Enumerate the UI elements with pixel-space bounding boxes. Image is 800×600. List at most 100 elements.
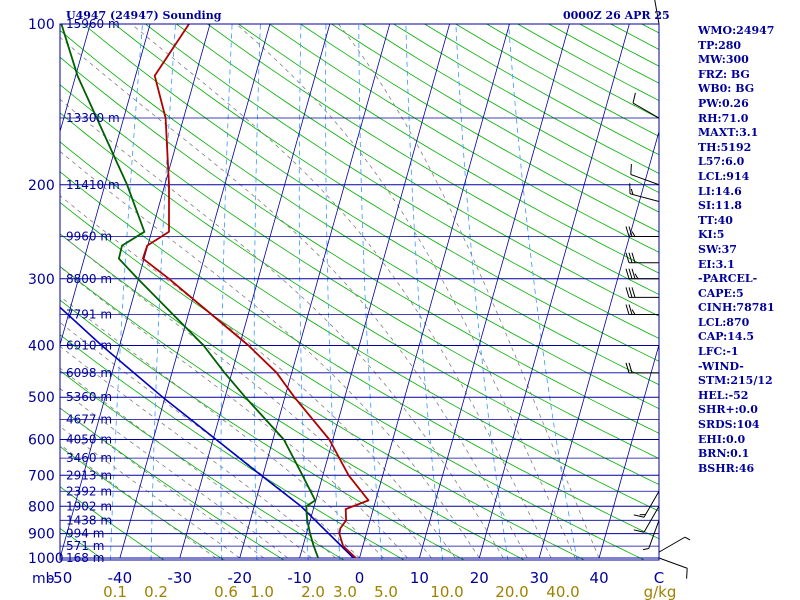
moist-adiabat bbox=[338, 24, 600, 559]
isotherm bbox=[359, 24, 510, 559]
index-item: SW:37 bbox=[698, 242, 737, 256]
mixing-ratio-label: 0.1 bbox=[103, 583, 127, 600]
barb-feather bbox=[625, 268, 630, 279]
height-label: 571 m bbox=[66, 539, 104, 553]
wind-barb bbox=[629, 183, 660, 203]
plot-frame bbox=[59, 23, 660, 561]
index-item: TH:5192 bbox=[698, 140, 752, 154]
mixing-ratio-lines bbox=[110, 24, 578, 560]
barb-feather bbox=[631, 309, 636, 315]
barb-feather bbox=[628, 362, 633, 373]
mixing-ratio-label: 20.0 bbox=[495, 583, 528, 600]
barb-feather bbox=[625, 252, 630, 263]
temperature-tick-label: -40 bbox=[108, 569, 133, 587]
mixing-ratio-line bbox=[298, 24, 309, 560]
index-item: MW:300 bbox=[698, 53, 749, 67]
dry-adiabat bbox=[83, 24, 659, 386]
temperature-tick-label: 40 bbox=[590, 569, 609, 587]
mixing-ratio-label: 1.0 bbox=[250, 583, 274, 600]
parcel-trace bbox=[60, 306, 355, 559]
mixing-ratio-label: 40.0 bbox=[546, 583, 579, 600]
pressure-label: 800 bbox=[28, 499, 55, 515]
mixing-ratio-line bbox=[150, 24, 176, 560]
moist-adiabat bbox=[60, 295, 384, 559]
index-item: LI:14.6 bbox=[698, 184, 742, 198]
temperature-tick-label: -30 bbox=[168, 569, 193, 587]
pressure-label: 200 bbox=[28, 178, 55, 194]
mixing-ratio-label: 3.0 bbox=[333, 583, 357, 600]
temperature-tick-label: C bbox=[654, 569, 664, 587]
index-item: L57:6.0 bbox=[698, 155, 745, 169]
mixing-ratio-line bbox=[220, 24, 233, 560]
dry-adiabat bbox=[60, 370, 345, 560]
dry-adiabat bbox=[269, 24, 659, 253]
isotherm bbox=[239, 24, 391, 559]
mixing-ratio-label: 0.6 bbox=[214, 583, 238, 600]
pressure-label: 400 bbox=[28, 339, 55, 355]
dry-adiabat bbox=[60, 446, 225, 560]
index-item: CAP:14.5 bbox=[698, 330, 755, 344]
dry-adiabat bbox=[60, 112, 659, 485]
barb-staff bbox=[629, 193, 660, 203]
wind-barb bbox=[642, 520, 660, 551]
barb-feather bbox=[633, 514, 645, 518]
mixing-ratio-line bbox=[405, 24, 444, 560]
dry-adiabat bbox=[114, 24, 659, 362]
barb-staff bbox=[643, 491, 660, 518]
moist-adiabat bbox=[60, 444, 216, 559]
temperature-tick-label: -10 bbox=[287, 569, 312, 587]
index-item: PW:0.26 bbox=[698, 96, 749, 110]
temperature-tick-label: 0 bbox=[355, 569, 365, 587]
pressure-label: 600 bbox=[28, 433, 55, 449]
height-labels: 15960 m 13300 m 11410 m 9960 m 8800 m 7791 m 6… bbox=[66, 17, 120, 565]
dry-adiabat bbox=[176, 24, 659, 317]
wind-barb bbox=[625, 287, 659, 298]
moist-adiabat bbox=[60, 425, 240, 559]
barb-feather bbox=[625, 287, 630, 298]
stability-indices: WMO:24947 TP:280 MW:300 FRZ: BG WB0: BG PW:0.… bbox=[698, 24, 775, 476]
barb-staff bbox=[630, 174, 660, 186]
dry-adiabat bbox=[60, 141, 659, 512]
barb-feather bbox=[633, 529, 645, 533]
index-item: TT:40 bbox=[698, 213, 733, 227]
index-item: BRN:0.1 bbox=[698, 447, 750, 461]
isotherm bbox=[538, 130, 659, 559]
barb-feather bbox=[684, 536, 691, 541]
barb-feather bbox=[630, 188, 634, 195]
height-label: 15960 m bbox=[66, 17, 120, 31]
moist-adiabat bbox=[60, 345, 336, 559]
index-item: KI:5 bbox=[698, 228, 725, 242]
moist-adiabat bbox=[60, 36, 528, 559]
mixing-ratio-line bbox=[325, 24, 341, 560]
dry-adiabat bbox=[60, 84, 659, 459]
index-item: WMO:24947 bbox=[698, 24, 775, 37]
wind-barb bbox=[625, 268, 659, 280]
index-item: CINH:78781 bbox=[698, 301, 775, 315]
dry-adiabat bbox=[60, 29, 659, 410]
moist-adiabat bbox=[60, 233, 432, 559]
barb-staff bbox=[643, 506, 660, 533]
barb-feather bbox=[625, 362, 630, 373]
wind-barb bbox=[625, 304, 659, 316]
height-label: 3460 m bbox=[66, 451, 112, 465]
moist-adiabat bbox=[60, 407, 264, 559]
index-item: TP:280 bbox=[698, 38, 742, 52]
temperature-trace bbox=[142, 24, 370, 559]
valid-time: 0000Z 26 APR 25 bbox=[563, 9, 670, 22]
barb-feather bbox=[631, 268, 636, 279]
isotherm bbox=[179, 24, 331, 559]
dry-adiabat bbox=[60, 334, 405, 560]
pressure-label: 500 bbox=[28, 390, 55, 406]
pressure-label: 100 bbox=[28, 17, 55, 33]
pressure-labels: 1000 900 800 700 600 500 400 300 200 100 mb bbox=[28, 17, 64, 587]
temperature-tick-label: -50 bbox=[48, 569, 73, 587]
barb-feather bbox=[642, 548, 649, 551]
moist-adiabat bbox=[60, 266, 408, 559]
height-label: 4677 m bbox=[66, 412, 112, 426]
index-item: EHI:0.0 bbox=[698, 432, 746, 446]
dry-adiabat bbox=[60, 233, 586, 560]
temperature-tick-label: 20 bbox=[470, 569, 489, 587]
temperature-tick-label: 10 bbox=[410, 569, 429, 587]
dry-adiabat bbox=[145, 24, 659, 339]
